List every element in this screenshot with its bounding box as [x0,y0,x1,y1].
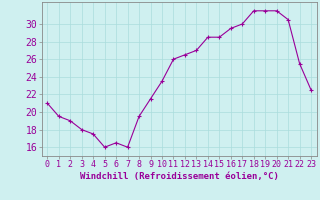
X-axis label: Windchill (Refroidissement éolien,°C): Windchill (Refroidissement éolien,°C) [80,172,279,181]
